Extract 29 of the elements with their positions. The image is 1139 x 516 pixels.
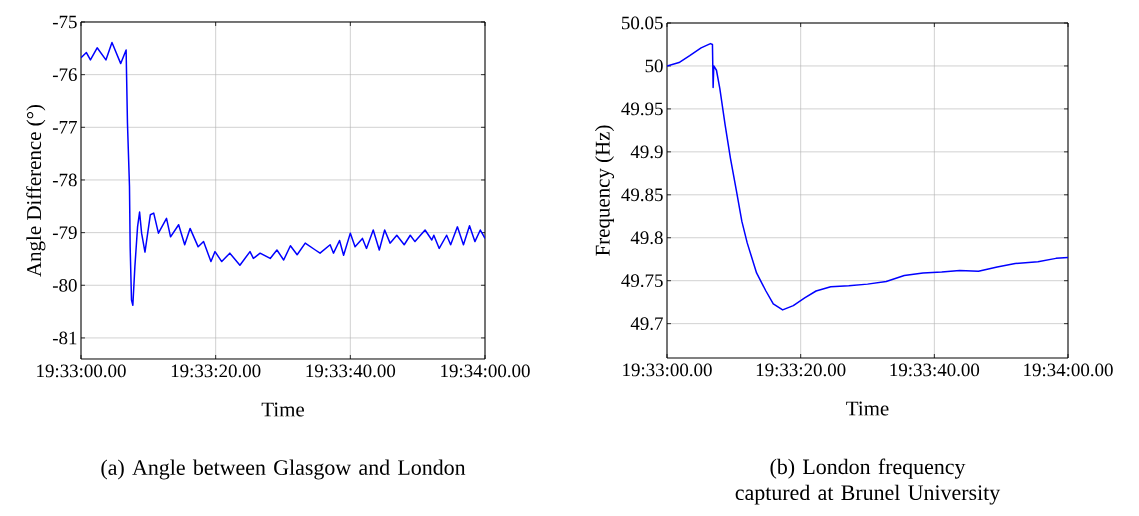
y-tick-label: -81 bbox=[52, 331, 77, 345]
y-tick-label: -79 bbox=[52, 226, 77, 239]
y-tick-label: -75 bbox=[52, 15, 77, 29]
x-axis-title: Time bbox=[846, 401, 889, 416]
text: (a) Angle between Glasgow and London bbox=[101, 459, 466, 480]
y-tick-label: -76 bbox=[52, 68, 77, 82]
y-tick-label: 49.75 bbox=[621, 274, 663, 288]
y-tick-label: 49.7 bbox=[630, 317, 663, 331]
x-tick-label: 19:33:20.00 bbox=[756, 363, 846, 377]
y-tick-label: -80 bbox=[52, 278, 77, 292]
x-tick-label: 19:34:00.00 bbox=[1024, 363, 1113, 377]
x-tick-label: 19:34:00.00 bbox=[441, 364, 530, 378]
y-tick-label: -78 bbox=[52, 173, 77, 187]
y-tick-label: -77 bbox=[52, 121, 77, 134]
x-tick-label: 19:33:40.00 bbox=[306, 364, 396, 378]
x-axis-title: Time bbox=[261, 402, 304, 417]
y-axis-title: Angle Difference (°) bbox=[26, 104, 46, 277]
y-tick-label: 50.05 bbox=[621, 16, 663, 30]
y-tick-label: 49.95 bbox=[621, 102, 663, 116]
x-tick-label: 19:33:00.00 bbox=[623, 363, 712, 377]
y-tick-label: 50 bbox=[645, 59, 663, 73]
x-tick-label: 19:33:40.00 bbox=[890, 363, 980, 377]
x-tick-label: 19:33:00.00 bbox=[37, 364, 126, 378]
y-tick-label: 49.8 bbox=[630, 231, 663, 245]
text: (b) London frequency captured at Brunel University bbox=[735, 458, 1001, 505]
y-axis-title: Frequency (Hz) bbox=[595, 125, 615, 256]
x-tick-label: 19:33:20.00 bbox=[171, 364, 261, 378]
y-tick-label: 49.85 bbox=[621, 188, 663, 202]
y-tick-label: 49.9 bbox=[630, 145, 663, 159]
